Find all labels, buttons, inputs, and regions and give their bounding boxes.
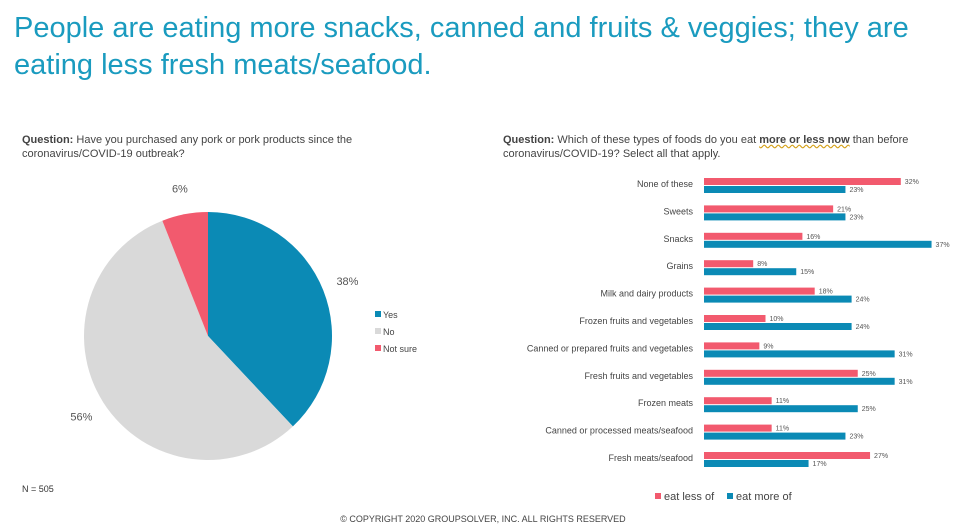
bar-category-label: Frozen meats xyxy=(638,398,694,408)
bar-data-label: 18% xyxy=(819,289,833,296)
copyright: © COPYRIGHT 2020 GROUPSOLVER, INC. ALL R… xyxy=(340,514,626,524)
bar-eat-more xyxy=(704,268,797,276)
bar-eat-more xyxy=(704,213,846,221)
page-title: People are eating more snacks, canned an… xyxy=(14,12,909,81)
bar-question-text-a: Which of these types of foods do you eat xyxy=(557,134,757,146)
bar-category-label: None of these xyxy=(637,179,693,189)
bar-eat-less xyxy=(704,260,754,268)
bar-eat-less xyxy=(704,315,766,322)
bar-eat-more xyxy=(704,377,895,385)
bar-data-label: 16% xyxy=(806,234,820,241)
bar-data-label: 37% xyxy=(936,242,950,249)
bar-legend-swatch xyxy=(727,493,733,499)
bar-eat-more xyxy=(704,405,858,413)
pie-legend-label: Yes xyxy=(383,310,398,320)
bar-data-label: 15% xyxy=(800,269,814,276)
bar-category-label: Grains xyxy=(666,261,693,271)
bar-eat-less xyxy=(704,205,834,213)
bar-data-label: 25% xyxy=(862,406,876,413)
bar-eat-less xyxy=(704,369,858,377)
bar-category-label: Canned or processed meats/seafood xyxy=(545,426,693,436)
pie-data-label: 6% xyxy=(172,184,188,196)
bar-eat-more xyxy=(704,350,895,358)
bar-eat-more xyxy=(704,432,846,440)
bar-eat-more xyxy=(704,323,852,330)
bar-data-label: 24% xyxy=(856,324,870,331)
bar-data-label: 23% xyxy=(849,187,863,194)
bar-legend-label: eat less of xyxy=(664,491,715,503)
bar-category-label: Fresh meats/seafood xyxy=(608,453,693,463)
bar-category-label: Sweets xyxy=(663,206,693,216)
bar-data-label: 21% xyxy=(837,206,851,213)
bar-data-label: 11% xyxy=(776,426,790,433)
bar-category-label: Canned or prepared fruits and vegetables xyxy=(527,343,694,353)
bar-data-label: 10% xyxy=(770,316,784,323)
bar-data-label: 23% xyxy=(849,434,863,441)
bar-eat-more xyxy=(704,240,932,248)
bar-eat-more xyxy=(704,295,852,303)
pie-data-label: 56% xyxy=(70,411,92,423)
bar-data-label: 32% xyxy=(905,179,919,186)
bar-data-label: 9% xyxy=(763,343,773,350)
bar-data-label: 25% xyxy=(862,371,876,378)
bar-data-label: 31% xyxy=(899,351,913,358)
bar-legend-label: eat more of xyxy=(736,491,793,503)
pie-slice-no xyxy=(83,220,293,460)
pie-question-prefix: Question: xyxy=(22,134,74,146)
pie-legend-swatch xyxy=(375,328,381,334)
bar-category-label: Milk and dairy products xyxy=(600,289,693,299)
bar-data-label: 17% xyxy=(813,461,827,468)
bar-data-label: 27% xyxy=(874,453,888,460)
bar-eat-less xyxy=(704,232,803,240)
pie-slice-yes xyxy=(208,212,332,427)
bar-category-label: Frozen fruits and vegetables xyxy=(579,316,693,326)
pie-legend-label: Not sure xyxy=(383,344,417,354)
bar-eat-less xyxy=(704,424,772,432)
bar-data-label: 11% xyxy=(776,398,790,405)
bar-eat-more xyxy=(704,460,809,467)
bar-legend-swatch xyxy=(655,493,661,499)
pie-question-text: Have you purchased any pork or pork prod… xyxy=(22,134,353,160)
bar-data-label: 24% xyxy=(856,297,870,304)
bar-eat-more xyxy=(704,186,846,193)
pie-legend-label: No xyxy=(383,327,395,337)
bar-question-prefix: Question: xyxy=(503,134,555,146)
bar-question-text-b: than before coronavirus/COVID-19? Select… xyxy=(503,134,909,160)
bar-data-label: 23% xyxy=(849,214,863,221)
bar-data-label: 31% xyxy=(899,379,913,386)
pie-legend-swatch xyxy=(375,345,381,351)
pie-question: Question: Have you purchased any pork or… xyxy=(22,133,422,161)
bar-eat-less xyxy=(704,287,815,295)
sample-size: N = 505 xyxy=(22,484,54,494)
pie-slice-not-sure xyxy=(162,212,208,336)
bar-eat-less xyxy=(704,397,772,405)
bar-data-label: 8% xyxy=(757,261,767,268)
bar-eat-less xyxy=(704,178,901,185)
bar-question: Question: Which of these types of foods … xyxy=(503,133,943,161)
bar-eat-less xyxy=(704,452,871,459)
bar-eat-less xyxy=(704,342,760,350)
bar-category-label: Fresh fruits and vegetables xyxy=(584,371,693,381)
pie-data-label: 38% xyxy=(336,276,358,288)
bar-category-label: Snacks xyxy=(663,234,693,244)
bar-question-emphasis: more or less now xyxy=(759,134,850,146)
pie-legend-swatch xyxy=(375,311,381,317)
